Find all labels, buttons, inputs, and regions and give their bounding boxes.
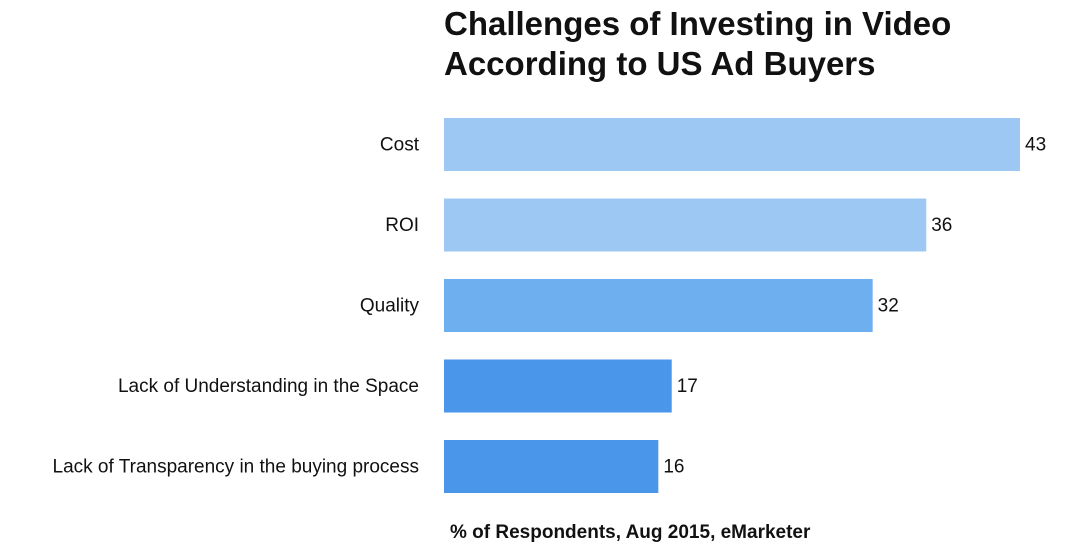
category-label: Lack of Transparency in the buying proce… — [53, 457, 419, 478]
category-label: Lack of Understanding in the Space — [118, 376, 419, 397]
bar — [444, 440, 659, 493]
value-label: 17 — [677, 376, 698, 397]
value-label: 32 — [878, 296, 899, 317]
bar — [444, 359, 672, 413]
chart-title: Challenges of Investing in Video Accordi… — [444, 4, 1064, 84]
value-label: 16 — [663, 457, 684, 478]
bar — [444, 279, 873, 332]
bar — [444, 198, 927, 252]
bar — [444, 118, 1020, 171]
chart-title-line-1: Challenges of Investing in Video — [444, 5, 952, 42]
value-label: 43 — [1025, 135, 1046, 156]
chart-footnote: % of Respondents, Aug 2015, eMarketer — [450, 522, 811, 543]
category-label: Cost — [380, 135, 420, 156]
category-label: ROI — [385, 215, 419, 236]
category-label: Quality — [360, 296, 420, 317]
chart-title-line-2: According to US Ad Buyers — [444, 45, 876, 82]
value-label: 36 — [931, 215, 952, 236]
